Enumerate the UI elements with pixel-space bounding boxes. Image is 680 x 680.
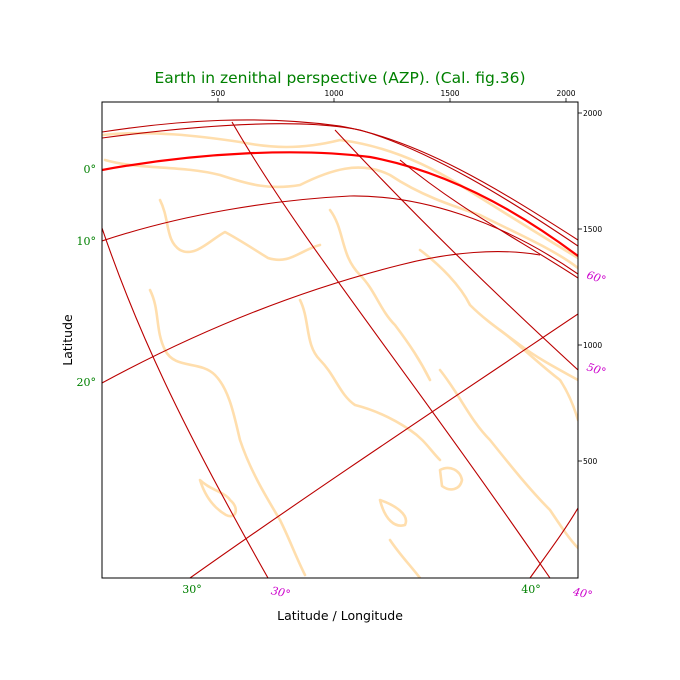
parallel-20 xyxy=(102,119,578,241)
parallel-30b xyxy=(189,313,578,578)
coastline-band xyxy=(103,158,578,270)
right-tick-label: 500 xyxy=(583,457,598,466)
top-tick-label: 1500 xyxy=(440,89,459,98)
coastline-layer xyxy=(102,131,578,578)
meridian-50 xyxy=(334,129,578,371)
pixel-axis-top-labels: 500 1000 1500 2000 xyxy=(211,89,576,98)
wcs-label-lat-20: 20° xyxy=(77,376,97,389)
graticule-layer xyxy=(102,119,578,578)
plot-frame xyxy=(101,101,579,579)
meridian-70 xyxy=(529,507,578,578)
wcs-labels-bottom-magenta: 30° 40° xyxy=(270,584,594,602)
meridian-30 xyxy=(102,227,269,578)
plot-area xyxy=(102,119,578,578)
coastline-island-a xyxy=(198,478,238,518)
coastline-north xyxy=(102,131,578,260)
top-tick-label: 500 xyxy=(211,89,226,98)
wcs-label-bottom-30: 30° xyxy=(182,583,202,596)
parallel-20b xyxy=(102,251,541,384)
wcs-label-right-50: 50° xyxy=(585,360,608,378)
coastline-peninsula-east xyxy=(418,248,578,382)
wcs-label-right-60: 60° xyxy=(585,268,608,286)
wcs-labels-left: 0° 10° 20° xyxy=(77,163,97,389)
parallel-10 xyxy=(102,195,578,275)
wcs-label-bottom-40: 40° xyxy=(521,583,541,596)
coastline-sea-inner xyxy=(298,298,442,462)
wcs-label-lat-10: 10° xyxy=(77,235,97,248)
right-tick-label: 1000 xyxy=(583,341,602,350)
wcs-labels-right-magenta: 60° 50° xyxy=(585,268,608,378)
coastline-east-strip xyxy=(498,328,578,422)
top-tick-label: 2000 xyxy=(556,89,575,98)
wcs-label-lat-0: 0° xyxy=(84,163,97,176)
meridian-40 xyxy=(231,121,551,578)
wcs-label-bottom-mag-30: 30° xyxy=(270,584,292,601)
pixel-axis-right xyxy=(578,112,582,462)
coastline-peninsula-central xyxy=(328,208,432,382)
coastline-south-west xyxy=(148,288,307,577)
wcs-labels-bottom-green: 30° 40° xyxy=(182,583,541,596)
pixel-axis-right-labels: 2000 1500 1000 500 xyxy=(583,109,602,466)
coastline-peninsula-west xyxy=(158,198,322,261)
coastline-island-c xyxy=(378,498,408,527)
coastline-south-strip xyxy=(388,538,422,578)
right-tick-label: 1500 xyxy=(583,225,602,234)
pixel-axis-top xyxy=(217,98,567,102)
figure-title: Earth in zenithal perspective (AZP). (Ca… xyxy=(154,69,525,87)
coastline-south-east xyxy=(438,368,578,550)
meridian-60 xyxy=(399,159,578,279)
top-tick-label: 1000 xyxy=(324,89,343,98)
coastline-island-b xyxy=(438,466,464,491)
y-axis-label: Latitude xyxy=(60,314,75,366)
wcs-label-bottom-mag-40: 40° xyxy=(571,585,594,602)
x-axis-label: Latitude / Longitude xyxy=(277,608,403,623)
parallel-0 xyxy=(102,151,578,257)
right-tick-label: 2000 xyxy=(583,109,602,118)
